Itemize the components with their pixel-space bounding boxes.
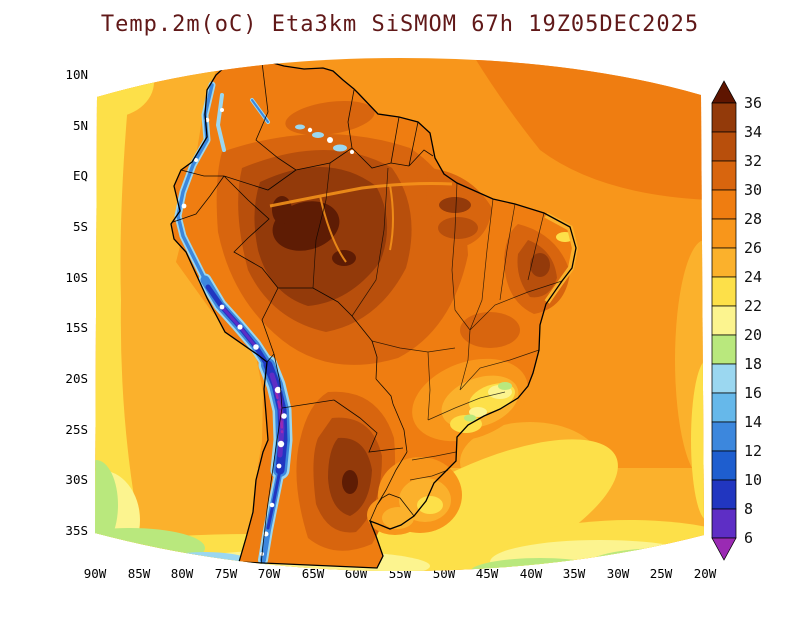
colorbar-arrow-top xyxy=(711,80,737,104)
y-axis-label: 25S xyxy=(65,422,88,437)
colorbar: 36 34 32 30 28 26 24 22 20 18 16 14 12 1… xyxy=(711,80,762,561)
colorbar-segment xyxy=(711,392,737,423)
y-axis-label: 5S xyxy=(72,219,88,234)
colorbar-label: 16 xyxy=(744,384,762,402)
colorbar-label: 8 xyxy=(744,500,753,518)
colorbar-segment xyxy=(711,363,737,394)
colorbar-segment xyxy=(711,102,737,133)
colorbar-label: 12 xyxy=(744,442,762,460)
map-borders xyxy=(170,58,577,569)
ocean-warm-ne xyxy=(470,58,704,200)
colorbar-label: 24 xyxy=(744,268,762,286)
x-axis-label: 45W xyxy=(475,566,499,581)
colorbar-label: 10 xyxy=(744,471,762,489)
colorbar-segment xyxy=(711,334,737,365)
y-axis-label: 20S xyxy=(65,371,88,386)
x-axis-label: 30W xyxy=(606,566,630,581)
colorbar-segment xyxy=(711,189,737,220)
colorbar-segment xyxy=(711,218,737,249)
y-axis-label: 35S xyxy=(65,523,88,538)
colorbar-label: 30 xyxy=(744,181,762,199)
y-axis-label: 15S xyxy=(65,320,88,335)
colorbar-segment xyxy=(711,247,737,278)
colorbar-label: 34 xyxy=(744,123,762,141)
x-axis-label: 70W xyxy=(257,566,281,581)
colorbar-segment xyxy=(711,479,737,510)
x-axis-label: 35W xyxy=(562,566,586,581)
page-title: Temp.2m(oC) Eta3km SiSMOM 67h 19Z05DEC20… xyxy=(100,12,700,37)
colorbar-label: 28 xyxy=(744,210,762,228)
x-axis-label: 40W xyxy=(519,566,543,581)
colorbar-segment xyxy=(711,131,737,162)
state-borders xyxy=(312,162,563,481)
y-axis-label: 30S xyxy=(65,472,88,487)
x-axis-label: 80W xyxy=(170,566,194,581)
colorbar-label: 36 xyxy=(744,94,762,112)
land-cool-patches xyxy=(295,124,579,535)
y-axis-label: 10N xyxy=(65,67,88,82)
colorbar-label: 20 xyxy=(744,326,762,344)
colorbar-label: 14 xyxy=(744,413,762,431)
colorbar-segment xyxy=(711,160,737,191)
y-axis-label: 5N xyxy=(72,118,88,133)
x-axis-label: 85W xyxy=(127,566,151,581)
colorbar-label: 6 xyxy=(744,529,753,547)
x-axis-label: 90W xyxy=(83,566,107,581)
colorbar-segment xyxy=(711,305,737,336)
colorbar-label: 22 xyxy=(744,297,762,315)
x-axis-label: 20W xyxy=(693,566,717,581)
colorbar-label: 32 xyxy=(744,152,762,170)
y-axis-label: 10S xyxy=(65,270,88,285)
x-axis-label: 75W xyxy=(214,566,238,581)
cloud-specks xyxy=(295,124,347,152)
colorbar-segment xyxy=(711,421,737,452)
x-axis-label: 65W xyxy=(301,566,325,581)
colorbar-segment xyxy=(711,450,737,481)
colorbar-label: 26 xyxy=(744,239,762,257)
colorbar-label: 18 xyxy=(744,355,762,373)
x-axis-label: 25W xyxy=(649,566,673,581)
amazon-rivers xyxy=(269,182,453,263)
colorbar-arrow-bottom xyxy=(711,537,737,561)
y-axis-label: EQ xyxy=(72,168,88,183)
colorbar-segment xyxy=(711,508,737,539)
colorbar-segment xyxy=(711,276,737,307)
